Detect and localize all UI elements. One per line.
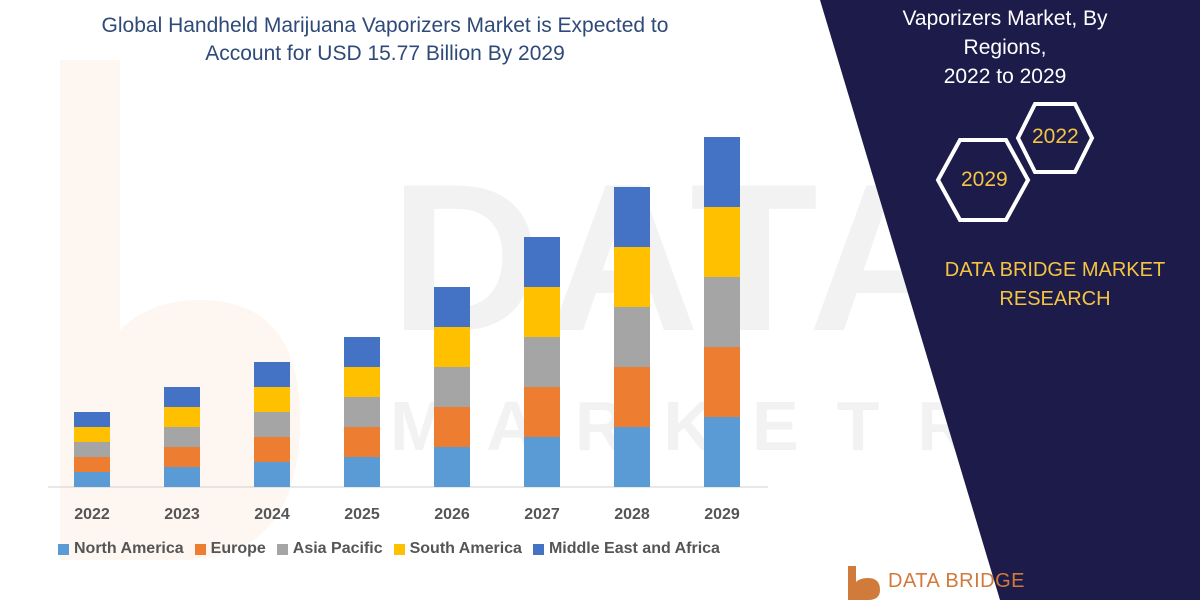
bar-segment-2025-0 [344,457,380,487]
brand-line-1: DATA BRIDGE MARKET [944,259,1166,281]
bar-segment-2024-2 [254,412,290,437]
legend-swatch [532,543,544,555]
bar-segment-2024-0 [254,462,290,487]
chart-legend: North America Europe Asia Pacific South Ame… [58,540,720,558]
bar-segment-2025-1 [344,427,380,457]
hex-label-start: 2022 [1032,125,1079,148]
bar-segment-2023-3 [164,407,200,427]
bar-segment-2028-0 [614,427,650,487]
legend-item: Europe [194,540,266,558]
bar-segment-2026-1 [434,407,470,447]
logo-text: DATA BRIDGE [888,570,1026,592]
chart-title: Global Handheld Marijuana Vaporizers Mar… [30,12,740,68]
panel-background [820,0,1200,600]
hexagon-2022 [1015,102,1095,174]
legend-item: North America [58,540,184,558]
x-tick-label: 2025 [344,506,380,523]
bar-segment-2029-0 [704,417,740,487]
x-tick-label: 2024 [254,506,290,523]
bar-segment-2029-3 [704,207,740,277]
brand-line-2: RESEARCH [999,288,1111,310]
legend-label: South America [409,540,522,557]
bar-segment-2022-4 [74,412,110,427]
bar-segment-2025-2 [344,397,380,427]
bar-segment-2024-4 [254,362,290,387]
bar-segment-2022-3 [74,427,110,442]
legend-label: North America [74,540,184,557]
panel-heading: Vaporizers Market, By Regions, 2022 to 2… [880,4,1130,91]
legend-item: Middle East and Africa [532,540,720,558]
bar-segment-2023-0 [164,467,200,487]
legend-swatch [393,543,405,555]
bar-segment-2029-1 [704,347,740,417]
legend-item: South America [393,540,522,558]
bar-segment-2028-1 [614,367,650,427]
bar-segment-2026-4 [434,287,470,327]
bar-segment-2026-3 [434,327,470,367]
bar-segment-2027-1 [524,387,560,437]
bar-segment-2025-4 [344,337,380,367]
bar-segment-2023-1 [164,447,200,467]
bar-segment-2022-2 [74,442,110,457]
bar-segment-2026-2 [434,367,470,407]
x-tick-label: 2023 [164,506,200,523]
x-tick-label: 2027 [524,506,560,523]
chart-title-line-1: Global Handheld Marijuana Vaporizers Mar… [101,14,669,37]
panel-heading-line-2: Regions, [963,36,1047,59]
x-tick-label: 2028 [614,506,650,523]
bar-segment-2024-1 [254,437,290,462]
stacked-bar-chart: 2022 2023 2024 2025 2026 2027 2028 2029 [48,137,768,523]
legend-swatch [194,543,206,555]
panel-heading-line-3: 2022 to 2029 [943,65,1067,88]
hexagon-2029 [935,138,1031,222]
bar-segment-2029-4 [704,137,740,207]
x-tick-label: 2026 [434,506,470,523]
bar-segment-2027-4 [524,237,560,287]
bar-segment-2024-3 [254,387,290,412]
x-tick-label: 2022 [74,506,110,523]
x-tick-label: 2029 [704,506,740,523]
legend-swatch [276,543,288,555]
bar-segment-2028-2 [614,307,650,367]
hex-label-end: 2029 [961,168,1008,191]
bar-segment-2027-2 [524,337,560,387]
bar-segment-2029-2 [704,277,740,347]
bar-segment-2023-2 [164,427,200,447]
legend-item: Asia Pacific [276,540,383,558]
panel-heading-line-1: Vaporizers Market, By [902,7,1108,30]
bar-segment-2026-0 [434,447,470,487]
legend-label: Asia Pacific [292,540,383,557]
bar-segment-2028-3 [614,247,650,307]
bar-segment-2028-4 [614,187,650,247]
chart-title-line-2: Account for USD 15.77 Billion By 2029 [205,42,565,65]
brand-text: DATA BRIDGE MARKET RESEARCH [925,256,1185,314]
bar-segment-2027-3 [524,287,560,337]
bar-segment-2022-1 [74,457,110,472]
bar-segment-2023-4 [164,387,200,407]
logo-icon [848,566,880,600]
bar-segment-2022-0 [74,472,110,487]
legend-swatch [58,543,69,555]
legend-label: Middle East and Africa [548,540,720,557]
legend-label: Europe [210,540,266,557]
bar-segment-2027-0 [524,437,560,487]
bar-segment-2025-3 [344,367,380,397]
